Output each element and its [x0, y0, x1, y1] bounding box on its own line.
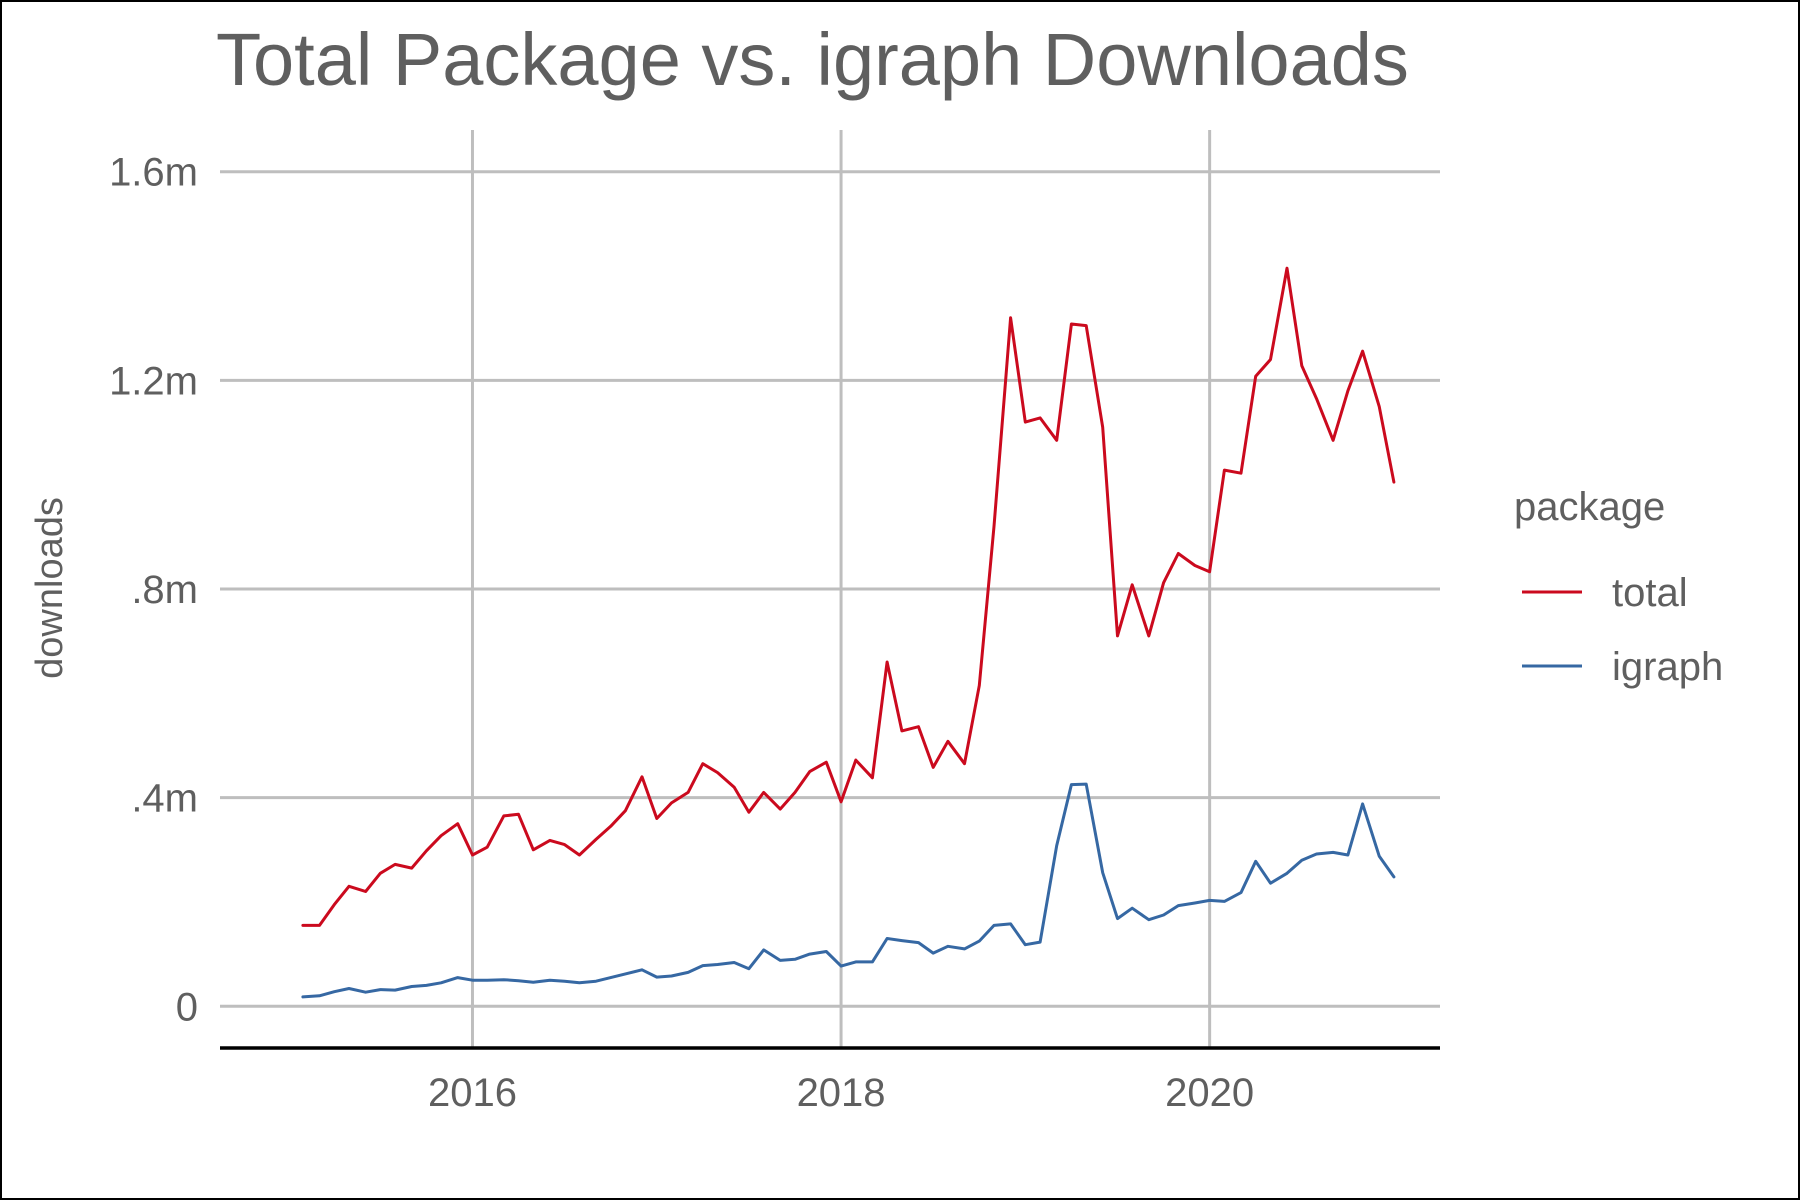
- gridlines: [220, 130, 1440, 1048]
- series-lines: [301, 266, 1396, 999]
- y-tick-label: 1.2m: [109, 359, 198, 403]
- x-tick-label: 2020: [1165, 1071, 1254, 1115]
- legend-label-igraph: igraph: [1612, 645, 1723, 689]
- legend-label-total: total: [1612, 571, 1688, 615]
- series-line-igraph: [301, 782, 1396, 999]
- series-line-total: [301, 266, 1396, 927]
- chart-title: Total Package vs. igraph Downloads: [216, 18, 1409, 101]
- legend: package total igraph: [1514, 485, 1723, 689]
- x-tick-label: 2018: [797, 1071, 886, 1115]
- x-tick-labels: 2016 2018 2020: [428, 1071, 1254, 1115]
- legend-title: package: [1514, 485, 1665, 529]
- y-axis-label: downloads: [29, 497, 71, 679]
- y-tick-labels: 0 .4m .8m 1.2m 1.6m: [109, 151, 198, 1030]
- y-tick-label: .4m: [131, 777, 198, 821]
- y-tick-label: .8m: [131, 568, 198, 612]
- y-tick-label: 1.6m: [109, 151, 198, 195]
- y-tick-label: 0: [176, 985, 198, 1029]
- x-tick-label: 2016: [428, 1071, 517, 1115]
